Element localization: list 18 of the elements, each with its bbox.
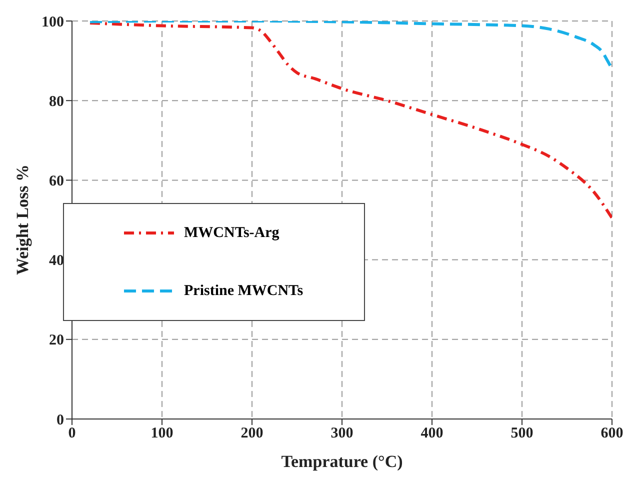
x-tick-label: 100 — [150, 426, 174, 442]
x-tick-label: 600 — [600, 426, 624, 442]
legend-label: Pristine MWCNTs — [184, 282, 304, 300]
x-tick-label: 200 — [240, 426, 264, 442]
y-tick-label: 80 — [49, 94, 64, 110]
x-tick-label: 300 — [330, 426, 354, 442]
x-tick-label: 400 — [420, 426, 444, 442]
y-tick-label: 100 — [42, 14, 64, 30]
x-axis-title: Temprature (°C) — [281, 452, 403, 471]
x-tick-label: 500 — [510, 426, 534, 442]
y-axis-title: Weight Loss % — [13, 164, 32, 275]
line-series — [88, 21, 612, 220]
y-tick-label: 0 — [56, 412, 64, 428]
legend-label: MWCNTs-Arg — [184, 224, 280, 242]
y-tick-label: 60 — [49, 174, 64, 190]
y-tick-label: 20 — [49, 332, 64, 349]
y-tick-label: 40 — [49, 253, 64, 270]
x-tick-label: 0 — [68, 426, 76, 442]
